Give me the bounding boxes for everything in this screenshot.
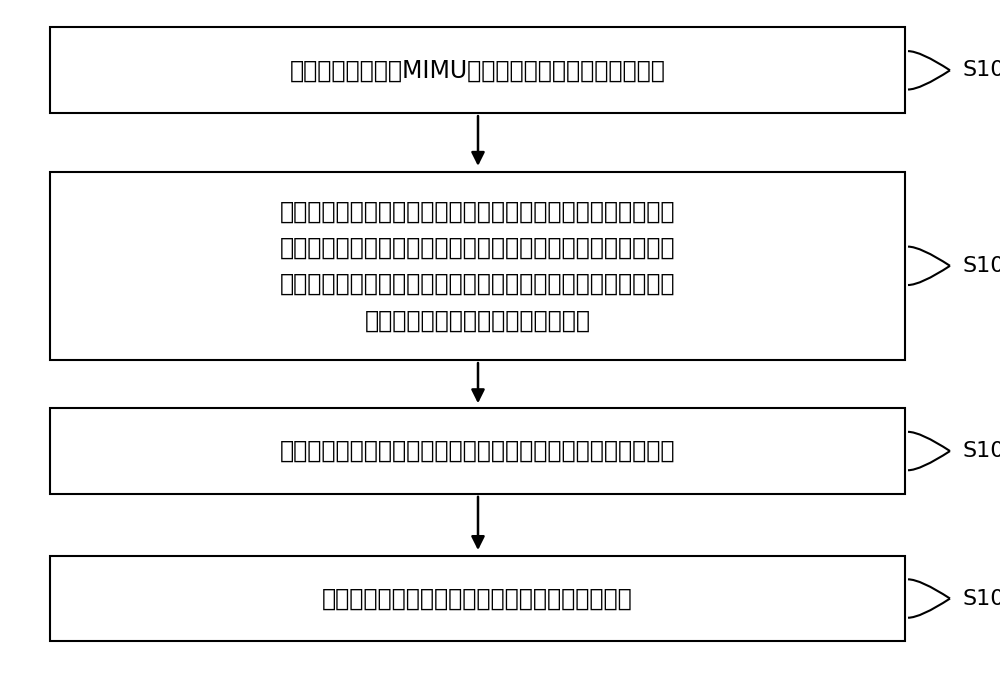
Text: 基于第二位置信息，确定目标卫星所属的卫星轨道: 基于第二位置信息，确定目标卫星所属的卫星轨道	[322, 587, 633, 611]
Text: S101: S101	[962, 60, 1000, 80]
FancyBboxPatch shape	[50, 172, 905, 360]
Text: 基于目标卫星中的星载北斗接收机，接收北斗导航系统发送的第
一位置信息对应的第一差分数据；其中，第一差分数据是北斗导
航系统依据第一位置信息和预设的映射关系确定的: 基于目标卫星中的星载北斗接收机，接收北斗导航系统发送的第 一位置信息对应的第一差…	[280, 200, 675, 332]
FancyBboxPatch shape	[50, 408, 905, 494]
FancyBboxPatch shape	[50, 27, 905, 113]
Text: 基于目标卫星中的MIMU，确定目标卫星的第一位置信息: 基于目标卫星中的MIMU，确定目标卫星的第一位置信息	[290, 58, 665, 82]
Text: S104: S104	[962, 589, 1000, 608]
Text: 利用第一差分数据对第一位置信息进行解算，得到第二位置信息: 利用第一差分数据对第一位置信息进行解算，得到第二位置信息	[280, 439, 675, 463]
FancyBboxPatch shape	[50, 556, 905, 641]
Text: S102: S102	[962, 256, 1000, 276]
Text: S103: S103	[962, 441, 1000, 461]
